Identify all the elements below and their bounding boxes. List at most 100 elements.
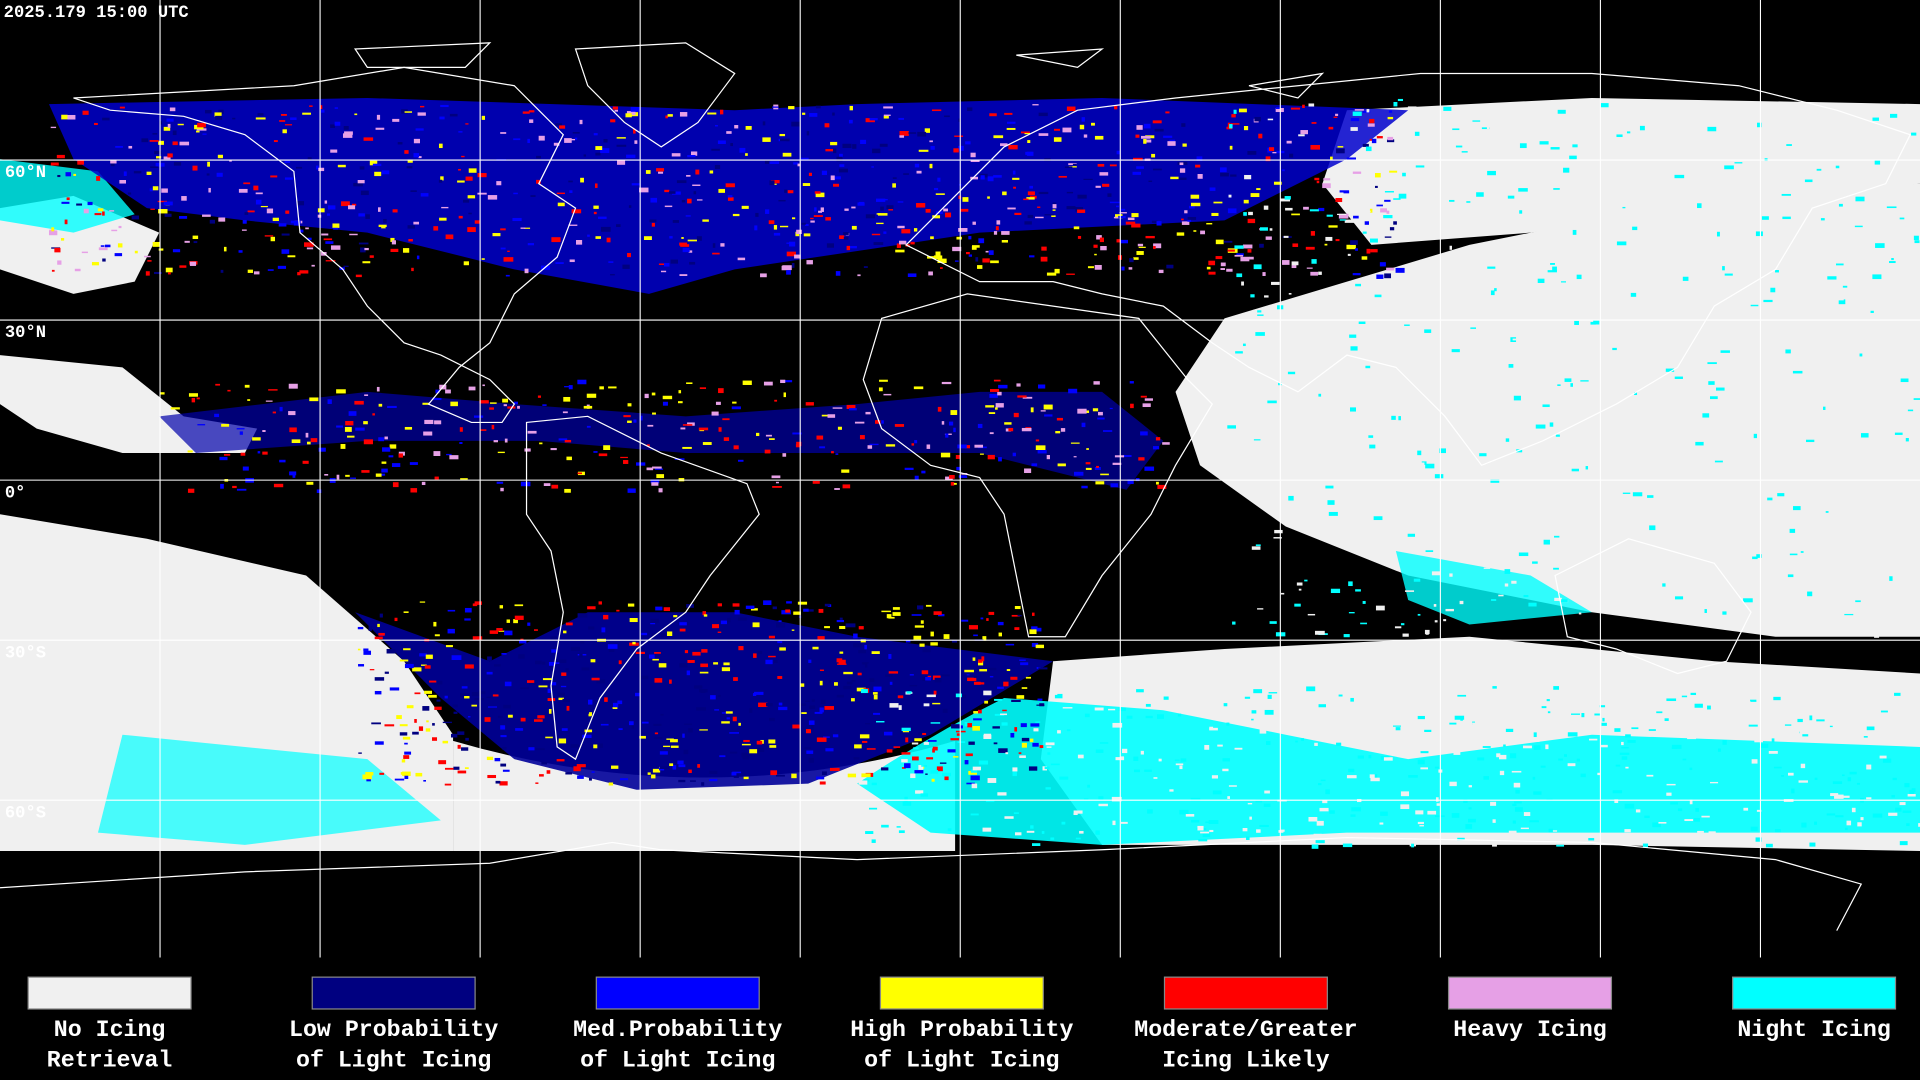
speckle — [1084, 713, 1090, 718]
speckle — [670, 745, 679, 748]
speckle — [1056, 417, 1063, 421]
speckle — [513, 138, 521, 141]
speckle — [330, 245, 341, 250]
speckle — [289, 427, 297, 433]
speckle — [1789, 528, 1796, 533]
speckle — [1502, 270, 1505, 272]
speckle — [835, 453, 839, 455]
speckle — [970, 152, 976, 158]
speckle — [1259, 243, 1264, 248]
speckle — [247, 399, 251, 401]
speckle — [1674, 596, 1684, 600]
speckle — [358, 752, 362, 754]
speckle — [1225, 694, 1229, 697]
speckle — [610, 274, 615, 276]
speckle — [1902, 615, 1911, 619]
speckle — [612, 702, 619, 708]
speckle — [54, 247, 61, 253]
speckle — [1310, 231, 1315, 236]
speckle — [161, 188, 168, 193]
speckle — [733, 677, 738, 681]
speckle — [1500, 369, 1506, 372]
speckle — [658, 663, 667, 668]
speckle — [1563, 285, 1572, 290]
speckle — [1434, 464, 1439, 470]
speckle — [343, 126, 349, 130]
speckle — [1777, 105, 1787, 109]
speckle — [1866, 726, 1875, 731]
speckle — [244, 212, 249, 215]
speckle — [653, 723, 662, 726]
speckle — [656, 168, 665, 172]
speckle — [1759, 743, 1769, 748]
speckle — [843, 232, 849, 235]
speckle — [413, 153, 420, 158]
speckle — [217, 154, 223, 159]
speckle — [1342, 456, 1351, 460]
legend-label: of Light Icing — [296, 1048, 491, 1074]
speckle — [1453, 751, 1461, 755]
speckle — [876, 819, 885, 823]
speckle — [911, 742, 919, 745]
speckle — [1425, 463, 1435, 469]
speckle — [1849, 771, 1857, 775]
speckle — [1597, 772, 1601, 776]
speckle — [1365, 396, 1369, 401]
speckle — [1383, 215, 1393, 219]
speckle — [966, 107, 973, 112]
speckle — [641, 632, 648, 636]
speckle — [893, 746, 901, 748]
speckle — [459, 442, 463, 444]
speckle — [348, 411, 357, 416]
speckle — [586, 425, 591, 428]
speckle — [1179, 809, 1189, 815]
speckle — [851, 206, 856, 209]
speckle — [1050, 693, 1058, 695]
speckle — [1625, 734, 1631, 738]
speckle — [1003, 681, 1009, 687]
speckle — [586, 393, 597, 398]
speckle — [729, 732, 739, 734]
speckle — [692, 651, 701, 656]
speckle — [1656, 711, 1663, 714]
speckle — [514, 615, 524, 620]
speckle — [1002, 191, 1007, 196]
speckle — [802, 112, 806, 115]
speckle — [1242, 244, 1253, 249]
speckle — [1151, 153, 1156, 158]
speckle — [590, 659, 596, 663]
speckle — [964, 760, 969, 765]
speckle — [1513, 782, 1521, 788]
speckle — [1109, 407, 1113, 410]
speckle — [990, 260, 999, 264]
speckle — [821, 170, 828, 175]
speckle — [1136, 251, 1144, 255]
speckle — [265, 400, 273, 402]
speckle — [51, 227, 55, 232]
speckle — [1840, 401, 1847, 406]
speckle — [61, 201, 70, 204]
speckle — [1457, 694, 1467, 697]
speckle — [1523, 594, 1529, 598]
speckle — [792, 724, 800, 729]
speckle — [1031, 642, 1039, 647]
speckle — [1081, 117, 1085, 122]
speckle — [679, 663, 688, 668]
speckle — [1012, 177, 1020, 180]
speckle — [1882, 758, 1892, 763]
speckle — [1872, 117, 1879, 121]
speckle — [1035, 644, 1044, 649]
speckle — [266, 208, 274, 214]
speckle — [721, 667, 731, 672]
speckle — [857, 672, 862, 676]
speckle — [1230, 123, 1240, 125]
speckle — [1206, 222, 1213, 225]
speckle — [1197, 825, 1204, 831]
speckle — [1619, 752, 1630, 755]
speckle — [1707, 126, 1717, 132]
speckle — [1082, 698, 1087, 700]
speckle — [158, 140, 164, 145]
speckle — [1548, 828, 1553, 833]
speckle — [1016, 695, 1025, 699]
speckle — [1568, 591, 1572, 596]
